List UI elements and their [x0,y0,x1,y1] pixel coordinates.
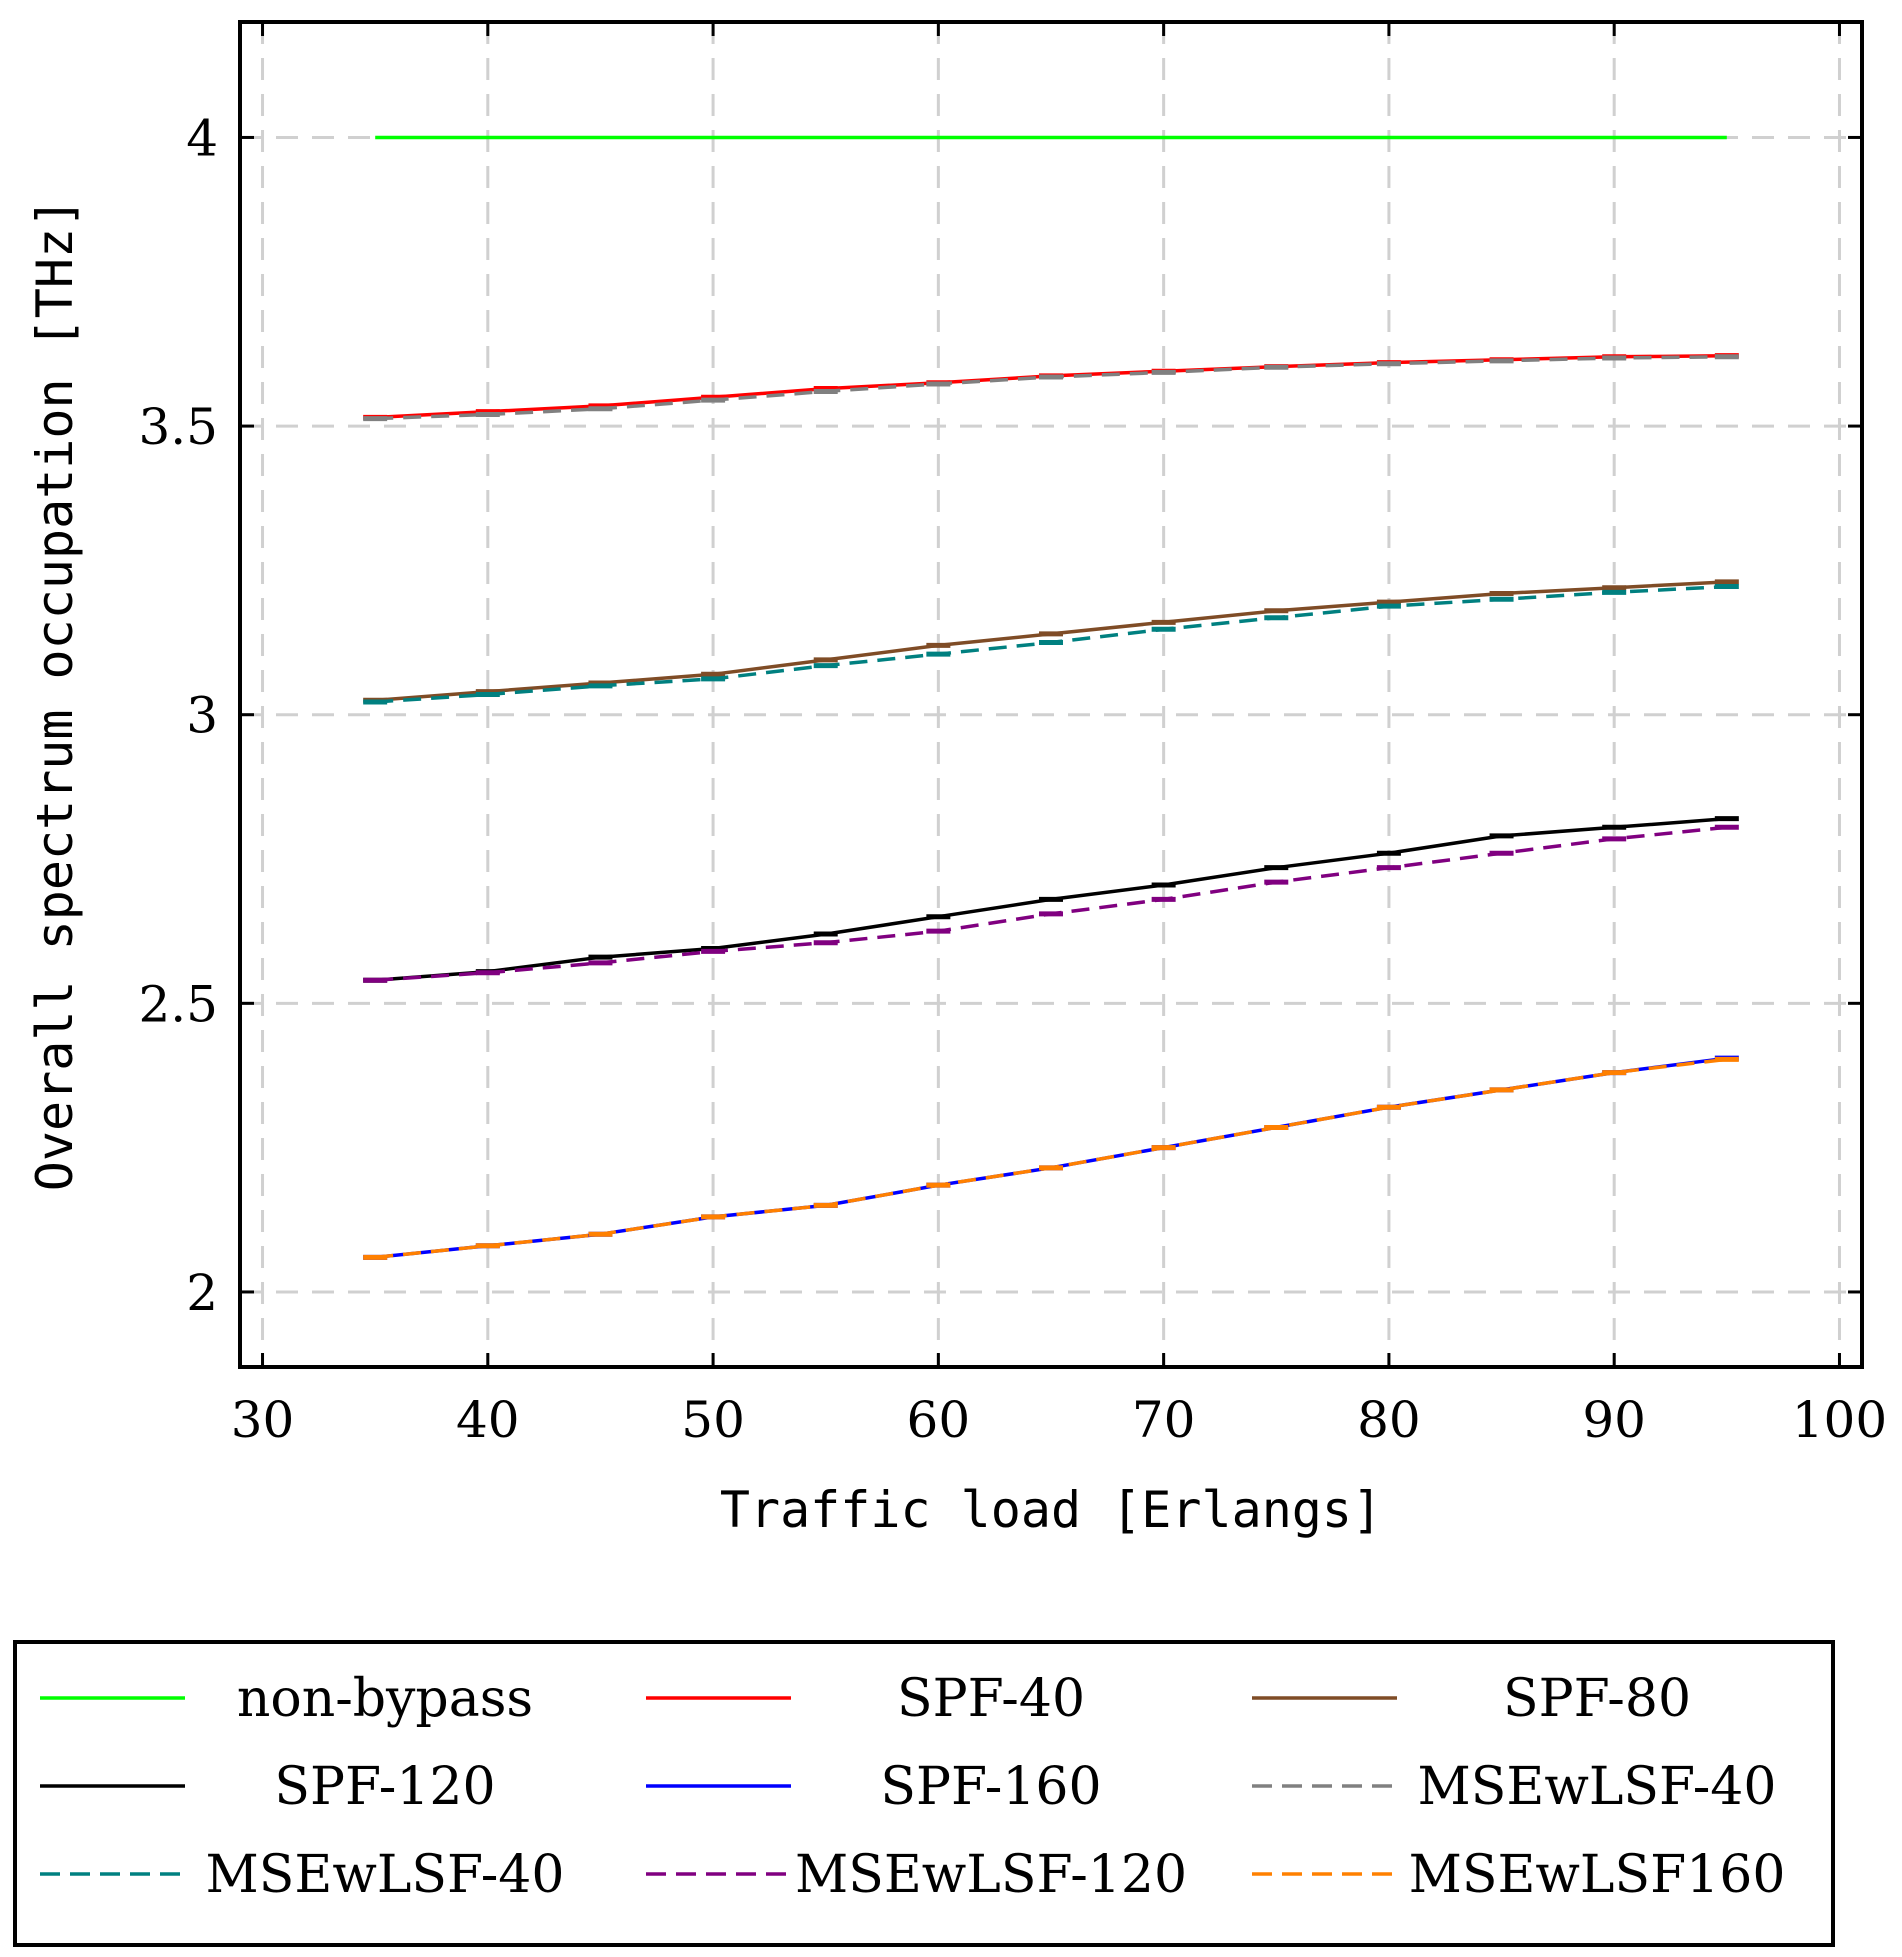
legend-label: SPF-160 [880,1757,1101,1817]
series-7 [363,824,1739,983]
y-tick-label: 2.5 [138,975,218,1033]
y-tick-label: 3.5 [138,398,218,456]
series-1 [363,353,1739,420]
legend-label: non-bypass [237,1669,533,1729]
axis-ticks: 30 40 50 60 70 80 90 100 2 2.5 3 3.5 4 [138,22,1887,1449]
x-tick-label: 60 [907,1391,971,1449]
legend-label: MSEwLSF160 [1409,1845,1786,1905]
legend-frame [13,1640,1835,1947]
legend: non-bypass SPF-40 SPF-80 SPF-120 SPF-160 MSEw… [13,1640,1835,1947]
y-tick-label: 2 [186,1264,218,1322]
series-line [375,353,1727,420]
x-tick-label: 70 [1132,1391,1196,1449]
legend-label: MSEwLSF-40 [206,1845,565,1905]
y-tick-label: 4 [186,109,218,167]
series-3 [363,816,1739,983]
series-4 [363,1055,1739,1260]
y-tick-label: 3 [186,687,218,745]
legend-label: SPF-80 [1503,1669,1691,1729]
plot-frame [238,20,1864,1369]
x-tick-label: 50 [681,1391,745,1449]
series-line [375,1057,1728,1260]
x-tick-label: 40 [456,1391,520,1449]
series-6 [363,584,1739,705]
series-line [375,825,1727,982]
x-tick-label: 30 [231,1391,295,1449]
legend-label: SPF-40 [897,1669,1085,1729]
series-layer [363,135,1739,1260]
legend-label: SPF-120 [274,1757,495,1817]
x-axis-title: Traffic load [Erlangs] [720,1481,1382,1539]
x-tick-label: 90 [1582,1391,1646,1449]
legend-label: MSEwLSF-120 [795,1845,1187,1905]
series-5 [363,354,1739,422]
x-tick-label: 100 [1792,1391,1887,1449]
series-line [375,355,1727,421]
y-axis-title: Overall spectrum occupation [THz] [26,198,84,1191]
x-tick-label: 80 [1357,1391,1421,1449]
legend-label: MSEwLSF-40 [1418,1757,1777,1817]
series-8 [363,1056,1739,1260]
